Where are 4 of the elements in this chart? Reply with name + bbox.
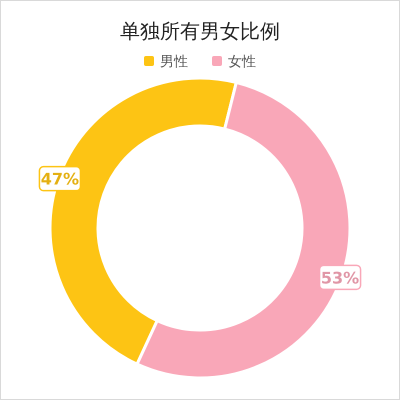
legend-label: 女性 <box>228 54 256 70</box>
chart-title: 单独所有男女比例 <box>120 19 280 43</box>
data-label: 47% <box>40 170 80 189</box>
legend-label: 男性 <box>160 54 188 70</box>
